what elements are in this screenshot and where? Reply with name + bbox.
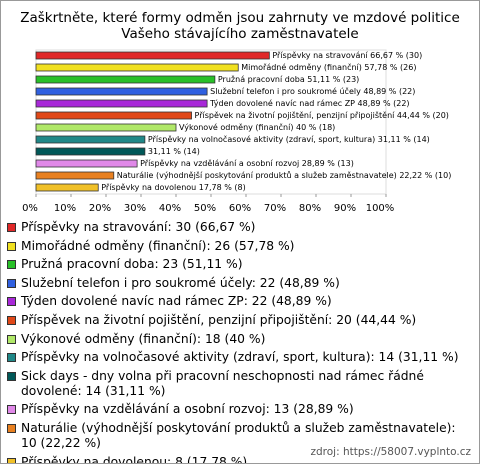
legend-swatch bbox=[7, 423, 16, 433]
legend-label: Výkonové odměny (finanční): 18 (40 %) bbox=[21, 331, 266, 346]
legend-entry: Pružná pracovní doba: 23 (51,11 %) bbox=[7, 257, 475, 272]
bar-label: Výkonové odměny (finanční) 40 % (18) bbox=[179, 122, 335, 132]
x-tick-label: 30% bbox=[124, 203, 146, 214]
legend-swatch bbox=[7, 315, 16, 325]
bar bbox=[35, 51, 270, 60]
x-tick-label: 60% bbox=[229, 203, 251, 214]
legend-entry: Naturálie (výhodnější poskytování produk… bbox=[7, 421, 475, 451]
x-tick-label: 70% bbox=[264, 203, 286, 214]
legend-label: Příspěvky na volnočasové aktivity (zdrav… bbox=[21, 350, 459, 365]
x-tick-label: 50% bbox=[194, 203, 216, 214]
legend-entry: Služební telefon i pro soukromé účely: 2… bbox=[7, 276, 475, 291]
legend-label: Mimořádné odměny (finanční): 26 (57,78 %… bbox=[21, 238, 295, 253]
source: zdroj: https://58007.vyplnto.cz bbox=[310, 446, 472, 458]
legend-swatch bbox=[7, 371, 16, 381]
chart: 0% 10% 20% 30% 40% 50% 60% 70% 80% 90% 100% Příspěv… bbox=[22, 49, 452, 214]
legend-entry: Příspěvky na stravování: 30 (66,67 %) bbox=[7, 220, 475, 235]
bar bbox=[35, 183, 99, 192]
x-tick-label: 80% bbox=[299, 203, 321, 214]
bar-label: Pružná pracovní doba 51,11 % (23) bbox=[218, 75, 359, 84]
legend-label: Příspěvky na stravování: 30 (66,67 %) bbox=[21, 220, 256, 234]
legend-swatch bbox=[7, 278, 16, 288]
legend-swatch bbox=[7, 457, 16, 463]
legend-label: Pružná pracovní doba: 23 (51,11 %) bbox=[21, 257, 243, 272]
legend: Příspěvky na stravování: 30 (66,67 %) Mim… bbox=[7, 220, 475, 464]
legend-swatch bbox=[7, 353, 16, 363]
legend-swatch bbox=[7, 405, 16, 415]
bar bbox=[35, 87, 208, 96]
bar-label: Mimořádné odměny (finanční) 57,78 % (26) bbox=[241, 62, 416, 72]
legend-entry: Výkonové odměny (finanční): 18 (40 %) bbox=[7, 332, 475, 347]
x-tick-label: 20% bbox=[89, 203, 111, 214]
x-tick-label: 90% bbox=[334, 203, 356, 214]
legend-label: Příspěvek na životní pojištění, penzijní… bbox=[21, 312, 417, 327]
bar bbox=[35, 63, 239, 72]
chart-title: Zaškrtněte, které formy odměn jsou zahrn… bbox=[20, 10, 460, 42]
legend-label: Týden dovolené navíc nad rámec ZP: 22 (4… bbox=[21, 294, 332, 309]
x-tick-label: 10% bbox=[54, 203, 76, 214]
legend-entry: Mimořádné odměny (finanční): 26 (57,78 %… bbox=[7, 239, 475, 254]
legend-label: Příspěvky na dovolenou: 8 (17,78 %) bbox=[21, 454, 248, 464]
legend-entry: Příspěvky na volnočasové aktivity (zdrav… bbox=[7, 350, 475, 365]
legend-label: Sick days - dny volna při pracovní nesch… bbox=[21, 368, 424, 398]
bar bbox=[35, 75, 216, 84]
legend-swatch bbox=[7, 297, 16, 307]
x-tick-label: 40% bbox=[159, 203, 181, 214]
bar bbox=[35, 171, 115, 180]
bar-label: Naturálie (výhodnější poskytování produk… bbox=[117, 170, 452, 180]
bar-label: Služební telefon i pro soukromé účely 48… bbox=[210, 86, 415, 96]
bar-label: Týden dovolené navíc nad rámec ZP 48,89 … bbox=[209, 98, 409, 108]
bar bbox=[35, 147, 146, 156]
bar bbox=[35, 99, 208, 108]
legend-label: Příspěvky na vzdělávání a osobní rozvoj:… bbox=[21, 402, 354, 417]
bar-label: Příspěvky na dovolenou 17,78 % (8) bbox=[101, 183, 245, 192]
bar bbox=[35, 111, 192, 120]
bar bbox=[35, 123, 177, 132]
legend-swatch bbox=[7, 223, 16, 232]
legend-entry: Příspěvky na vzdělávání a osobní rozvoj:… bbox=[7, 402, 475, 417]
bar bbox=[35, 135, 146, 144]
bar-label: Příspěvky na volnočasové aktivity (zdrav… bbox=[148, 134, 430, 144]
x-tick-label: 0% bbox=[22, 203, 38, 214]
legend-entry: Příspěvek na životní pojištění, penzijní… bbox=[7, 313, 475, 328]
bar-label: Příspěvek na životní pojištění, penzijní… bbox=[195, 110, 449, 120]
legend-entry: Týden dovolené navíc nad rámec ZP: 22 (4… bbox=[7, 294, 475, 309]
legend-swatch bbox=[7, 334, 16, 344]
bar-label: Příspěvky na vzdělávání a osobní rozvoj … bbox=[140, 159, 354, 168]
bar bbox=[35, 159, 138, 168]
bar-label: Příspěvky na stravování 66,67 % (30) bbox=[272, 51, 422, 60]
legend-label: Naturálie (výhodnější poskytování produk… bbox=[21, 420, 456, 450]
legend-swatch bbox=[7, 260, 16, 270]
legend-swatch bbox=[7, 241, 16, 251]
x-tick-label: 100% bbox=[366, 203, 395, 214]
legend-entry: Příspěvky na dovolenou: 8 (17,78 %) bbox=[7, 454, 475, 464]
legend-entry: Sick days - dny volna při pracovní nesch… bbox=[7, 369, 475, 399]
legend-label: Služební telefon i pro soukromé účely: 2… bbox=[21, 275, 340, 290]
bar-label: 31,11 % (14) bbox=[148, 147, 200, 156]
